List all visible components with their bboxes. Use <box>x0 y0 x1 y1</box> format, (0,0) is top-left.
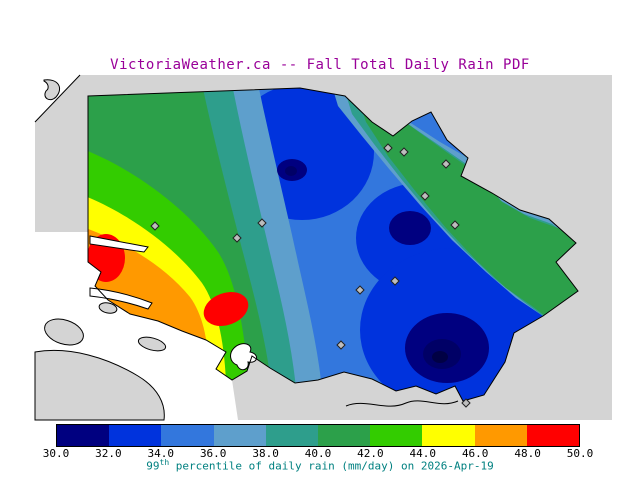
island <box>98 302 118 314</box>
colorbar-segment <box>422 425 475 446</box>
colorbar-tick-label: 46.0 <box>461 447 489 460</box>
station-marker-diamond <box>420 191 430 201</box>
station-marker-diamond <box>232 233 242 243</box>
coastline-strait <box>345 400 459 407</box>
harbour <box>230 343 257 371</box>
station-markers <box>150 143 471 408</box>
colorbar-tick-label: 30.0 <box>42 447 70 460</box>
station-marker-diamond <box>441 159 451 169</box>
colorbar-segment <box>526 425 580 446</box>
colorbar-tick-row: 30.0 32.0 34.0 36.0 38.0 40.0 42.0 44.0 46.0 48.0… <box>43 447 594 460</box>
station-marker-diamond <box>399 147 409 157</box>
station-marker-diamond <box>390 276 400 286</box>
contour-band-below-30 <box>285 166 297 176</box>
colorbar-tick-label: 34.0 <box>147 447 175 460</box>
colorbar-tick-label: 50.0 <box>566 447 594 460</box>
colorbar-tick-label: 32.0 <box>95 447 122 460</box>
colorbar-segment <box>109 425 162 446</box>
station-marker-diamond <box>336 340 346 350</box>
inlet <box>89 287 153 310</box>
colorbar-tick-label: 48.0 <box>514 447 541 460</box>
coastline-topleft <box>34 74 81 123</box>
colorbar-segment <box>370 425 423 446</box>
colorbar-segment <box>474 425 527 446</box>
islet-topleft <box>43 79 60 101</box>
caption-superscript: th <box>159 458 170 467</box>
colorbar-segment <box>161 425 214 446</box>
colorbar-tick-label: 38.0 <box>252 447 279 460</box>
station-marker-diamond <box>150 221 160 231</box>
colorbar-segment <box>318 425 371 446</box>
contour-band-below-30 <box>432 351 448 363</box>
caption-number: 99 <box>146 459 160 473</box>
coastline-domain <box>87 87 579 402</box>
contour-band-40-42 <box>356 92 578 316</box>
contour-band-30-32 <box>389 211 431 245</box>
colorbar-tick-label: 40.0 <box>304 447 332 460</box>
contour-band-48-50 <box>203 292 249 326</box>
colorbar <box>56 424 580 447</box>
caption-text: percentile of daily rain (mm/day) on 202… <box>169 459 494 473</box>
station-marker-diamond <box>383 143 393 153</box>
inlet <box>89 235 149 253</box>
colorbar-segments <box>57 425 580 446</box>
colorbar-tick-label: 44.0 <box>409 447 437 460</box>
landmass-bottomleft <box>34 349 165 421</box>
figure-title: VictoriaWeather.ca -- Fall Total Daily R… <box>110 57 530 73</box>
colorbar-caption: 99th percentile of daily rain (mm/day) o… <box>0 458 640 473</box>
colorbar-tick-label: 36.0 <box>199 447 227 460</box>
island <box>44 318 84 346</box>
station-marker-diamond <box>257 218 267 228</box>
colorbar-segment <box>265 425 319 446</box>
station-marker-diamond <box>461 398 471 408</box>
colorbar-segment <box>57 425 110 446</box>
colorbar-segment <box>213 425 266 446</box>
station-marker-diamond <box>355 285 365 295</box>
island <box>137 336 167 352</box>
station-marker-diamond <box>450 220 460 230</box>
colorbar-tick-label: 42.0 <box>357 447 384 460</box>
